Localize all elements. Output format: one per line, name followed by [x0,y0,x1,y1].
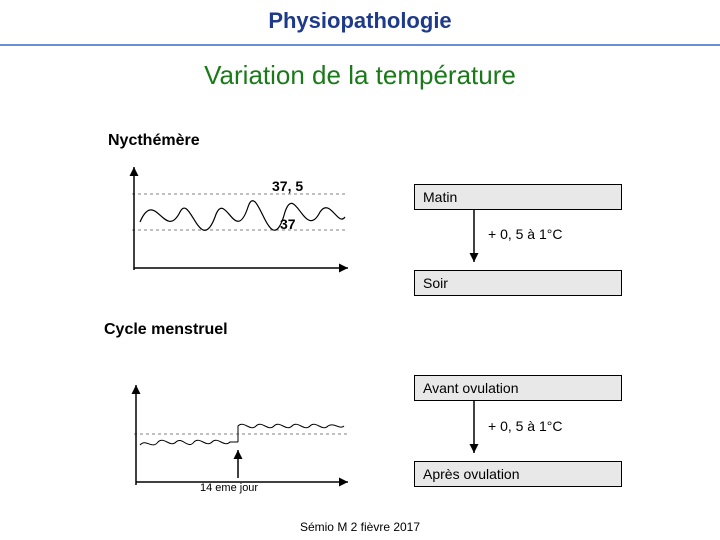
chart1-lower-tick: 37 [280,216,296,232]
chart1-upper-tick: 37, 5 [272,178,303,194]
chart2-day-label: 14 eme jour [200,482,258,494]
footer: Sémio M 2 fièvre 2017 [0,520,720,534]
section2-label: Cycle menstruel [104,321,228,339]
arrow-section1 [466,208,482,270]
section1-label: Nycthémère [108,132,200,150]
box-avant: Avant ovulation [414,375,622,401]
header-title: Physiopathologie [0,8,720,34]
delta-1: + 0, 5 à 1°C [488,226,562,242]
box-matin: Matin [414,184,622,210]
box-soir: Soir [414,270,622,296]
box-apres: Après ovulation [414,461,622,487]
header-rule [0,44,720,46]
main-title: Variation de la température [0,60,720,91]
header: Physiopathologie [0,0,720,34]
arrow-section2 [466,399,482,461]
delta-2: + 0, 5 à 1°C [488,418,562,434]
chart1 [130,172,360,292]
